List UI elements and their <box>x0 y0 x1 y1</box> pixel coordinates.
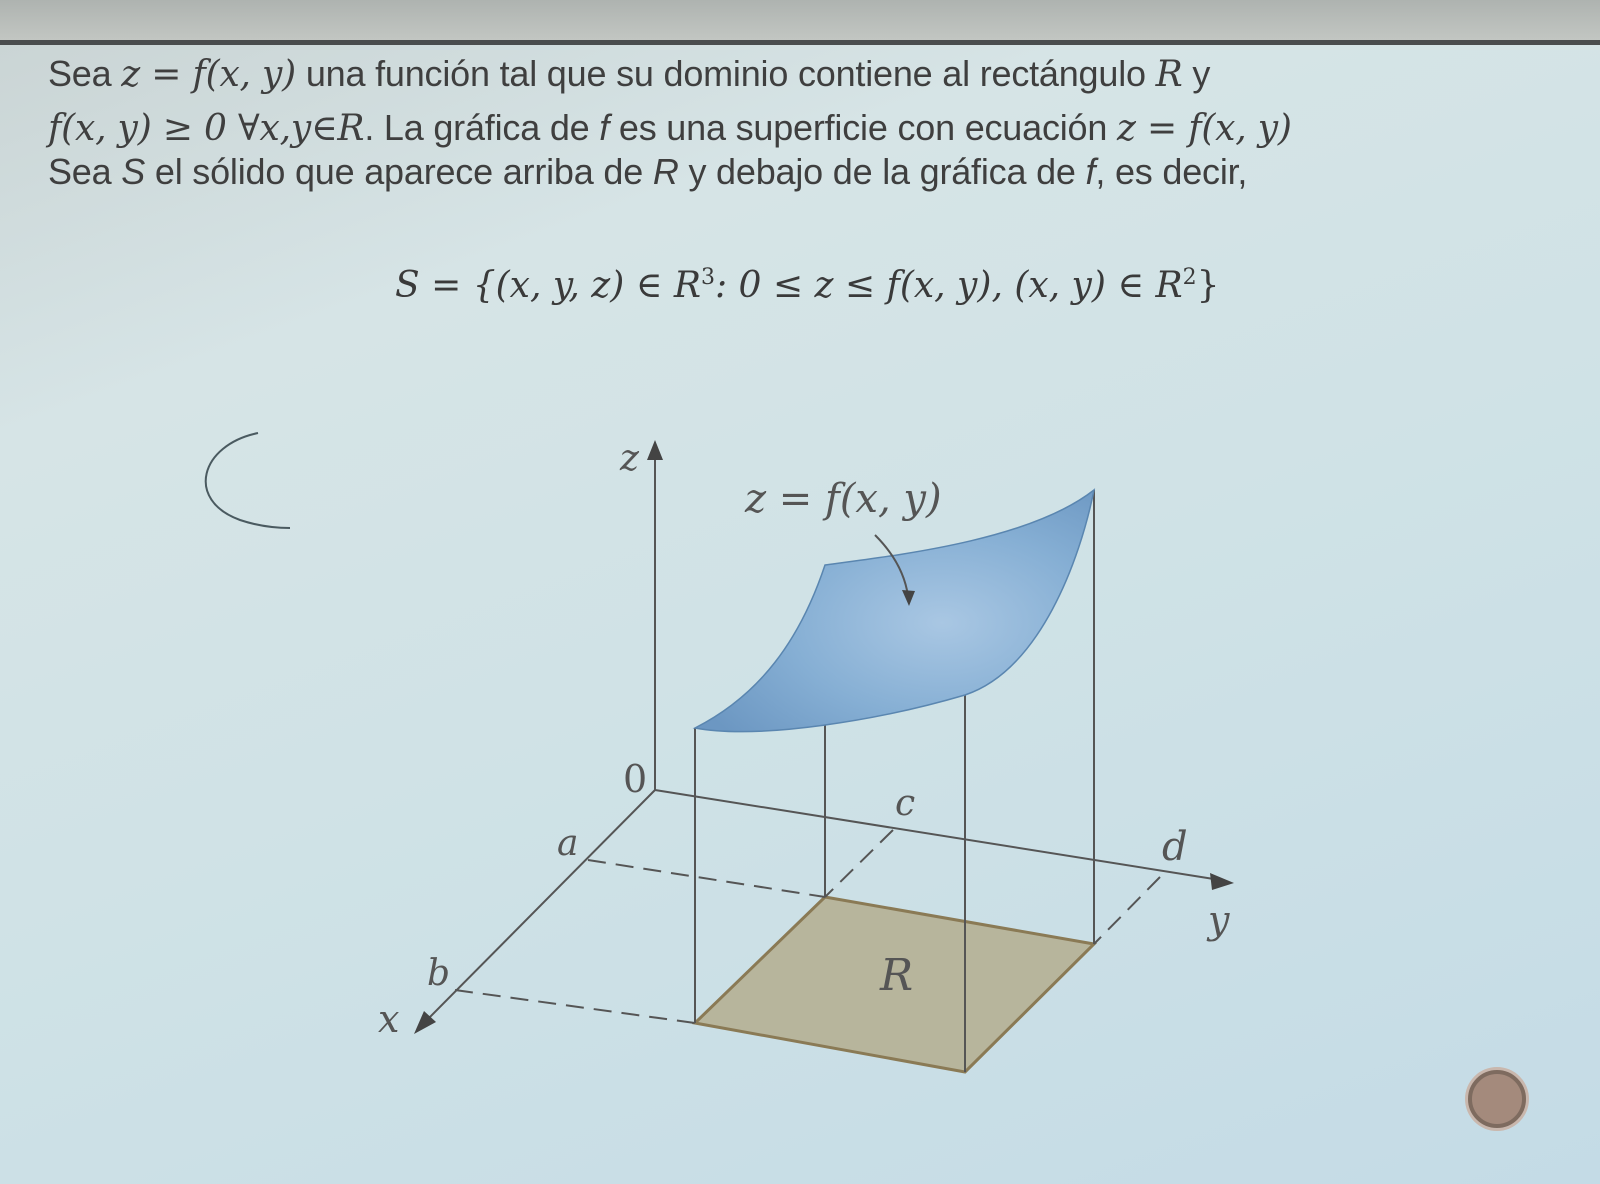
record-button[interactable] <box>1468 1070 1526 1128</box>
math-f: f <box>599 107 610 148</box>
label-b: b <box>427 953 450 994</box>
paragraph-line-2: f(x, y) ≥ 0 ∀x,y∈R. La gráfica de f es u… <box>48 107 1292 149</box>
x-axis-arrowhead <box>414 1011 436 1034</box>
math-f-2: f <box>1085 151 1096 192</box>
surface-label: z = f(x, y) <box>744 476 942 522</box>
label-a: a <box>557 823 578 864</box>
y-axis-line <box>654 789 1221 881</box>
y-axis-label: y <box>1206 898 1230 942</box>
slide: Sea z = f(x, y) una función tal que su d… <box>0 45 1600 1184</box>
slide-top-border <box>0 40 1600 45</box>
math-z-eq-f: z = f(x, y) <box>121 54 297 95</box>
surface-z-f <box>692 488 1096 733</box>
z-axis-label: z <box>619 438 640 479</box>
math-R: R <box>1155 54 1183 95</box>
dashed-line-b <box>454 989 696 1024</box>
dashed-line-d <box>1093 876 1161 945</box>
y-axis-arrowhead <box>1210 873 1234 890</box>
dashed-line-a <box>587 859 826 898</box>
dashed-line-c <box>824 829 894 898</box>
paragraph-line-1: Sea z = f(x, y) una función tal que su d… <box>48 53 1211 95</box>
label-d: d <box>1162 824 1188 870</box>
set-definition-equation: S = {(x, y, z) ∈ R3: 0 ≤ z ≤ f(x, y), (x… <box>395 265 1220 306</box>
z-axis-arrowhead <box>647 440 663 460</box>
math-nonnegative-condition: f(x, y) ≥ 0 ∀x,y∈R <box>48 108 365 149</box>
math-surface-equation: z = f(x, y) <box>1117 108 1292 149</box>
surface-pointer-arrowhead <box>902 590 915 606</box>
x-axis-label: x <box>378 997 399 1041</box>
paragraph-line-3: Sea S el sólido que aparece arriba de R … <box>48 151 1248 192</box>
math-S: S <box>121 151 146 192</box>
region-label: R <box>879 950 913 1001</box>
surface-pointer-line <box>874 534 909 597</box>
x-axis-line <box>424 789 656 1023</box>
screen-top-strip <box>0 0 1600 40</box>
math-R-2: R <box>652 151 679 192</box>
origin-label: 0 <box>623 757 647 801</box>
stray-arc-mark <box>204 432 291 529</box>
label-c: c <box>895 783 915 824</box>
